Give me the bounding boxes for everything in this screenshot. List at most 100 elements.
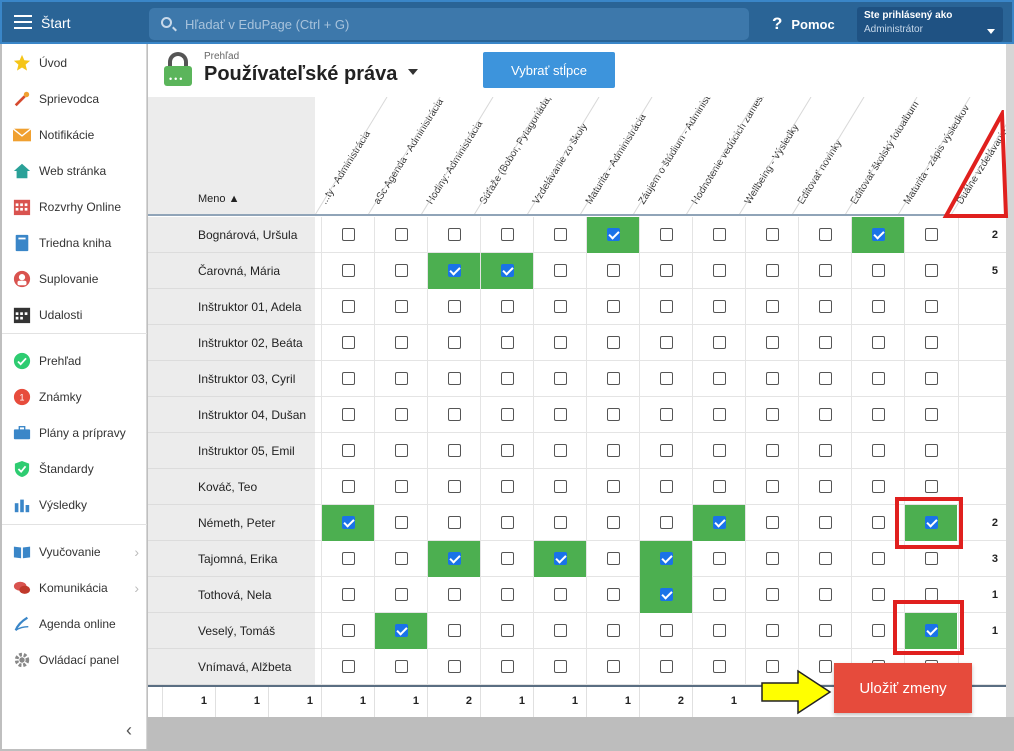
checkbox-unchecked[interactable]: [713, 480, 726, 493]
checkbox-unchecked[interactable]: [713, 228, 726, 241]
user-name-cell[interactable]: Inštruktor 05, Emil: [148, 433, 315, 469]
checkbox-unchecked[interactable]: [713, 552, 726, 565]
checkbox-unchecked[interactable]: [607, 408, 620, 421]
checkbox-unchecked[interactable]: [501, 480, 514, 493]
checkbox-checked[interactable]: [660, 588, 673, 601]
checkbox-unchecked[interactable]: [501, 552, 514, 565]
checkbox-unchecked[interactable]: [554, 336, 567, 349]
checkbox-unchecked[interactable]: [766, 228, 779, 241]
checkbox-unchecked[interactable]: [501, 408, 514, 421]
user-name-cell[interactable]: Vnímavá, Alžbeta: [148, 649, 315, 685]
checkbox-unchecked[interactable]: [395, 516, 408, 529]
column-header[interactable]: aSc Agenda - Administrácia: [370, 97, 446, 215]
checkbox-unchecked[interactable]: [554, 624, 567, 637]
checkbox-unchecked[interactable]: [342, 444, 355, 457]
user-name-cell[interactable]: Kováč, Teo: [148, 469, 315, 505]
title-dropdown-icon[interactable]: [408, 69, 418, 75]
checkbox-unchecked[interactable]: [925, 228, 938, 241]
checkbox-checked[interactable]: [660, 552, 673, 565]
checkbox-unchecked[interactable]: [660, 264, 673, 277]
checkbox-unchecked[interactable]: [395, 444, 408, 457]
sidebar-item-13[interactable]: Výsledky: [2, 487, 147, 523]
checkbox-unchecked[interactable]: [713, 660, 726, 673]
checkbox-unchecked[interactable]: [872, 624, 885, 637]
checkbox-unchecked[interactable]: [448, 228, 461, 241]
checkbox-unchecked[interactable]: [819, 588, 832, 601]
checkbox-unchecked[interactable]: [713, 408, 726, 421]
sidebar-item-8[interactable]: Udalosti: [2, 297, 147, 333]
checkbox-unchecked[interactable]: [819, 516, 832, 529]
checkbox-unchecked[interactable]: [607, 372, 620, 385]
checkbox-unchecked[interactable]: [872, 444, 885, 457]
checkbox-unchecked[interactable]: [342, 228, 355, 241]
checkbox-unchecked[interactable]: [660, 444, 673, 457]
checkbox-unchecked[interactable]: [766, 336, 779, 349]
select-columns-button[interactable]: Vybrať stĺpce: [483, 52, 615, 88]
user-name-cell[interactable]: Németh, Peter: [148, 505, 315, 541]
breadcrumb[interactable]: Prehľad: [204, 51, 240, 62]
scrollbar[interactable]: [1006, 44, 1014, 751]
checkbox-unchecked[interactable]: [607, 552, 620, 565]
sidebar-item-14[interactable]: Vyučovanie ›: [2, 534, 147, 570]
checkbox-unchecked[interactable]: [395, 264, 408, 277]
checkbox-unchecked[interactable]: [342, 336, 355, 349]
checkbox-unchecked[interactable]: [501, 444, 514, 457]
checkbox-unchecked[interactable]: [501, 516, 514, 529]
checkbox-unchecked[interactable]: [766, 552, 779, 565]
checkbox-unchecked[interactable]: [872, 408, 885, 421]
checkbox-unchecked[interactable]: [448, 336, 461, 349]
hamburger-menu-icon[interactable]: [14, 15, 32, 29]
sidebar-item-12[interactable]: Štandardy: [2, 451, 147, 487]
checkbox-checked[interactable]: [925, 624, 938, 637]
checkbox-unchecked[interactable]: [819, 624, 832, 637]
checkbox-unchecked[interactable]: [660, 516, 673, 529]
checkbox-unchecked[interactable]: [395, 552, 408, 565]
sidebar-item-1[interactable]: Úvod: [2, 45, 147, 81]
checkbox-unchecked[interactable]: [872, 372, 885, 385]
checkbox-unchecked[interactable]: [925, 264, 938, 277]
checkbox-unchecked[interactable]: [766, 408, 779, 421]
checkbox-unchecked[interactable]: [925, 444, 938, 457]
checkbox-unchecked[interactable]: [660, 480, 673, 493]
checkbox-unchecked[interactable]: [448, 516, 461, 529]
checkbox-unchecked[interactable]: [925, 372, 938, 385]
checkbox-unchecked[interactable]: [766, 624, 779, 637]
sidebar-item-10[interactable]: 1 Známky: [2, 379, 147, 415]
user-name-cell[interactable]: Inštruktor 04, Dušan: [148, 397, 315, 433]
page-title[interactable]: Používateľské práva: [204, 63, 398, 85]
sidebar-item-11[interactable]: Plány a prípravy: [2, 415, 147, 451]
search-box[interactable]: [149, 8, 749, 40]
checkbox-unchecked[interactable]: [819, 552, 832, 565]
checkbox-unchecked[interactable]: [395, 300, 408, 313]
user-name-cell[interactable]: Veselý, Tomáš: [148, 613, 315, 649]
checkbox-unchecked[interactable]: [766, 588, 779, 601]
checkbox-unchecked[interactable]: [448, 444, 461, 457]
checkbox-unchecked[interactable]: [713, 624, 726, 637]
checkbox-unchecked[interactable]: [554, 228, 567, 241]
checkbox-unchecked[interactable]: [342, 552, 355, 565]
checkbox-unchecked[interactable]: [872, 264, 885, 277]
checkbox-unchecked[interactable]: [342, 264, 355, 277]
checkbox-unchecked[interactable]: [342, 588, 355, 601]
user-name-cell[interactable]: Tajomná, Erika: [148, 541, 315, 577]
checkbox-unchecked[interactable]: [395, 408, 408, 421]
checkbox-checked[interactable]: [554, 552, 567, 565]
checkbox-unchecked[interactable]: [819, 480, 832, 493]
checkbox-checked[interactable]: [607, 228, 620, 241]
checkbox-unchecked[interactable]: [660, 408, 673, 421]
checkbox-unchecked[interactable]: [872, 480, 885, 493]
column-header[interactable]: Editovať školský fotoalbum: [847, 97, 922, 215]
user-name-cell[interactable]: Tothová, Nela: [148, 577, 315, 613]
checkbox-unchecked[interactable]: [607, 336, 620, 349]
checkbox-unchecked[interactable]: [448, 588, 461, 601]
checkbox-unchecked[interactable]: [607, 480, 620, 493]
checkbox-unchecked[interactable]: [766, 264, 779, 277]
checkbox-unchecked[interactable]: [925, 408, 938, 421]
name-column-header[interactable]: Meno ▲: [148, 97, 315, 215]
checkbox-unchecked[interactable]: [395, 588, 408, 601]
checkbox-unchecked[interactable]: [501, 300, 514, 313]
checkbox-unchecked[interactable]: [660, 624, 673, 637]
checkbox-unchecked[interactable]: [607, 264, 620, 277]
collapse-sidebar-icon[interactable]: ‹: [126, 720, 132, 740]
checkbox-unchecked[interactable]: [554, 480, 567, 493]
